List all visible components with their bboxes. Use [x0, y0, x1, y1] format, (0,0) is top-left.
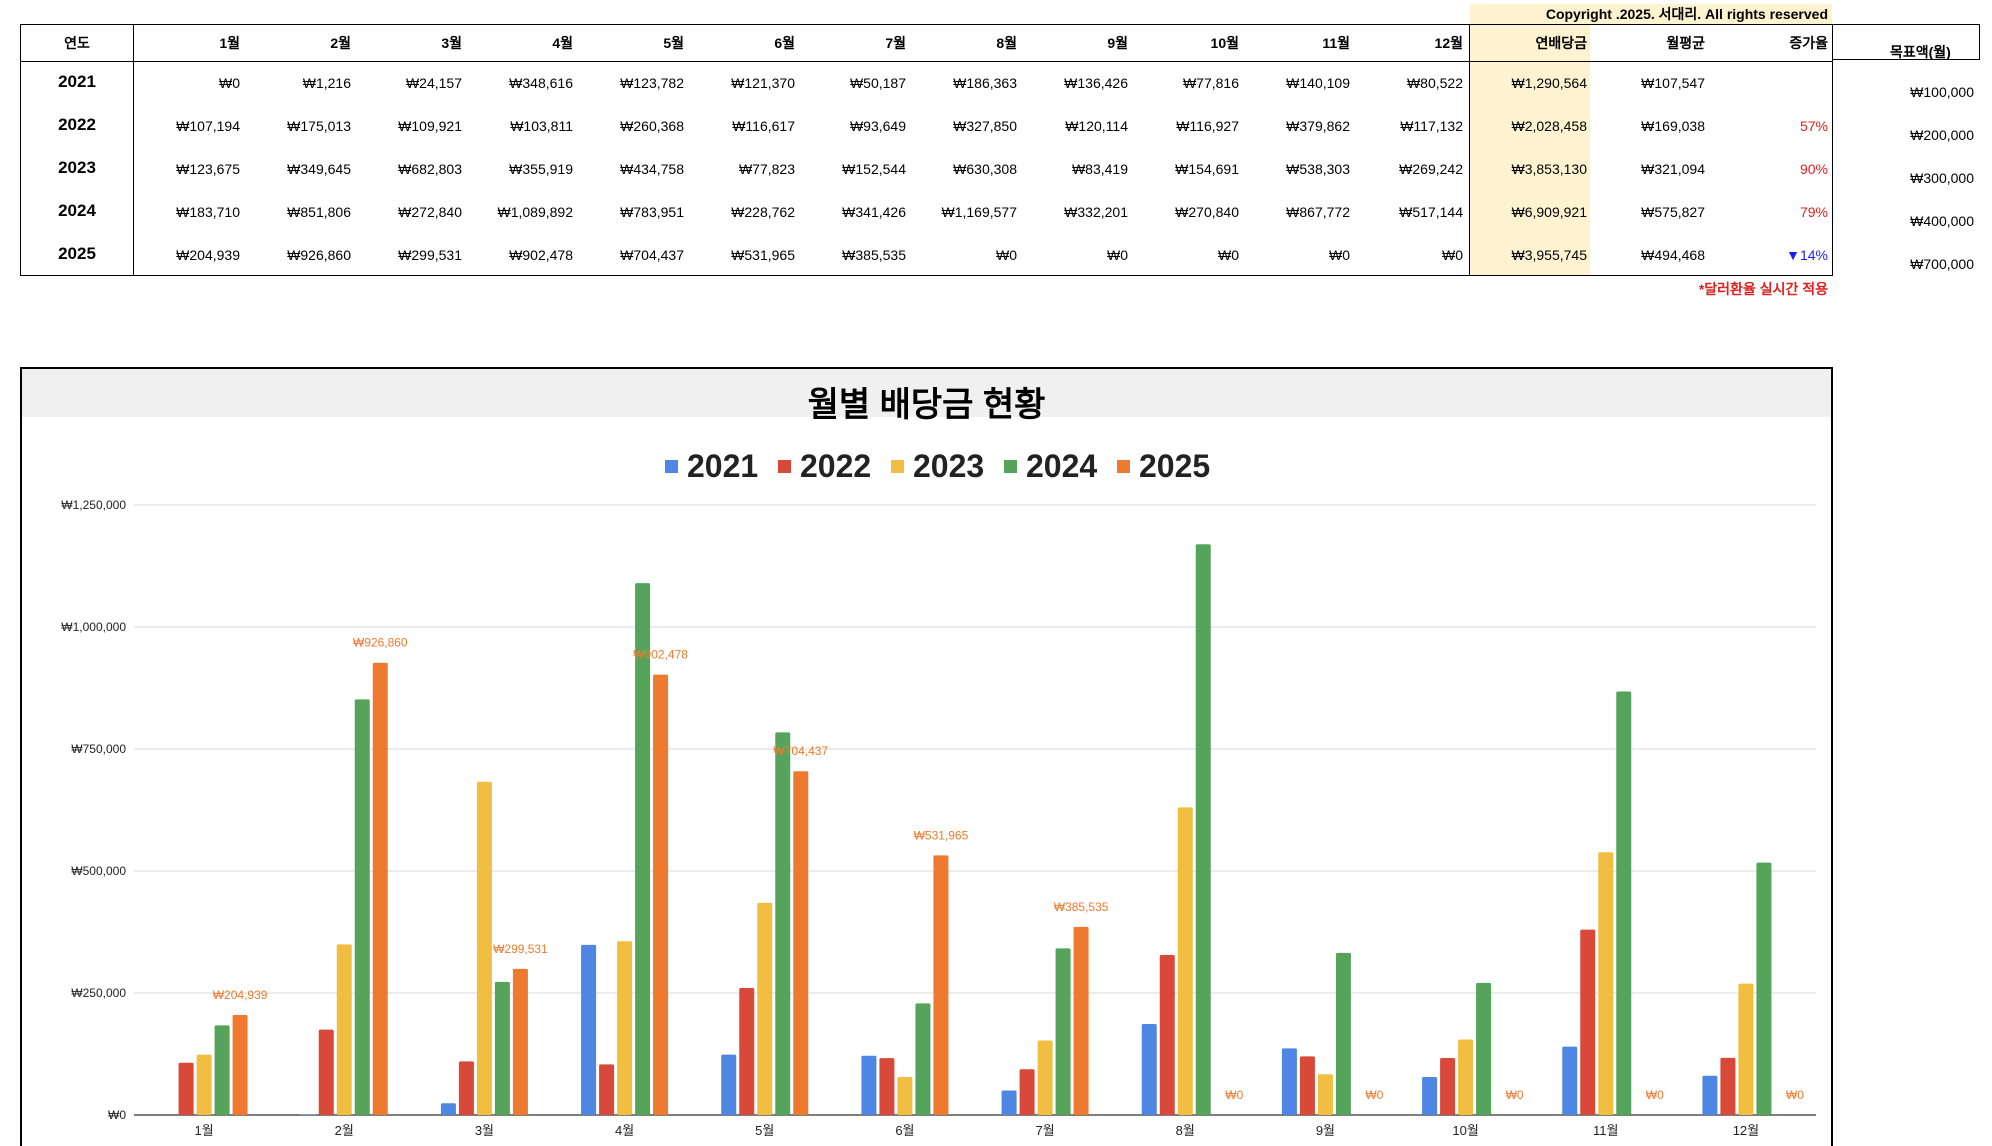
y-tick-label: ₩500,000 — [71, 864, 126, 878]
x-tick-label: 12월 — [1733, 1123, 1759, 1138]
data-label: ₩204,939 — [213, 988, 268, 1002]
y-tick-label: ₩750,000 — [71, 742, 126, 756]
bar-2024 — [1196, 544, 1211, 1115]
bar-2022 — [1440, 1058, 1455, 1115]
bar-2024 — [355, 699, 370, 1115]
legend-swatch — [891, 460, 904, 473]
bar-2022 — [879, 1058, 894, 1115]
bar-2021 — [1002, 1091, 1017, 1115]
legend-label: 2024 — [1026, 448, 1097, 484]
x-tick-label: 5월 — [755, 1123, 774, 1138]
bar-2023 — [1178, 807, 1193, 1115]
bar-2024 — [215, 1025, 230, 1115]
bar-2023 — [1738, 984, 1753, 1115]
bar-2021 — [1562, 1047, 1577, 1115]
bar-2021 — [1422, 1077, 1437, 1115]
bar-2022 — [1160, 955, 1175, 1115]
bar-2024 — [1476, 983, 1491, 1115]
data-label: ₩704,437 — [773, 744, 828, 758]
bar-2025 — [513, 969, 528, 1115]
bar-2022 — [1580, 930, 1595, 1115]
bar-2024 — [495, 982, 510, 1115]
data-label: ₩902,478 — [633, 648, 688, 662]
data-label: ₩385,535 — [1054, 900, 1109, 914]
data-label: ₩531,965 — [914, 828, 969, 842]
bar-2022 — [319, 1030, 334, 1115]
bar-2021 — [1282, 1048, 1297, 1115]
x-tick-label: 7월 — [1035, 1123, 1054, 1138]
data-label: ₩299,531 — [493, 942, 548, 956]
bar-2023 — [1318, 1074, 1333, 1115]
bar-2024 — [1336, 953, 1351, 1115]
bar-2025 — [1074, 927, 1089, 1115]
bar-2023 — [757, 903, 772, 1115]
bar-2024 — [1756, 863, 1771, 1115]
legend-swatch — [665, 460, 678, 473]
bar-2025 — [373, 663, 388, 1115]
bar-2021 — [1142, 1024, 1157, 1115]
x-tick-label: 10월 — [1452, 1123, 1478, 1138]
bar-2021 — [861, 1056, 876, 1115]
bar-2021 — [721, 1055, 736, 1115]
y-tick-label: ₩0 — [108, 1108, 126, 1122]
bar-2022 — [179, 1063, 194, 1115]
x-tick-label: 8월 — [1176, 1123, 1195, 1138]
data-label: ₩0 — [1365, 1088, 1383, 1102]
y-tick-label: ₩250,000 — [71, 986, 126, 1000]
data-label: ₩0 — [1506, 1088, 1524, 1102]
bar-2023 — [897, 1077, 912, 1115]
bar-2025 — [653, 675, 668, 1115]
data-label: ₩0 — [1786, 1088, 1804, 1102]
bar-2021 — [581, 945, 596, 1115]
bar-2022 — [459, 1061, 474, 1115]
x-tick-label: 3월 — [475, 1123, 494, 1138]
bar-2021 — [1702, 1076, 1717, 1115]
legend-label: 2023 — [913, 448, 984, 484]
legend-swatch — [778, 460, 791, 473]
bar-2023 — [337, 944, 352, 1115]
data-label: ₩0 — [1646, 1088, 1664, 1102]
bar-2024 — [1616, 692, 1631, 1115]
bar-2022 — [739, 988, 754, 1115]
bar-2022 — [1720, 1058, 1735, 1115]
bar-2023 — [477, 782, 492, 1115]
legend-label: 2025 — [1139, 448, 1210, 484]
bar-2024 — [635, 583, 650, 1115]
bar-2023 — [1458, 1040, 1473, 1115]
y-tick-label: ₩1,250,000 — [61, 498, 126, 512]
x-tick-label: 2월 — [335, 1123, 354, 1138]
bar-2023 — [1038, 1041, 1053, 1115]
legend-swatch — [1117, 460, 1130, 473]
bar-2024 — [915, 1003, 930, 1115]
data-label: ₩0 — [1225, 1088, 1243, 1102]
bar-2021 — [441, 1103, 456, 1115]
bar-2021 — [301, 1114, 316, 1115]
legend-swatch — [1004, 460, 1017, 473]
legend-label: 2022 — [800, 448, 871, 484]
x-tick-label: 1월 — [194, 1123, 213, 1138]
x-tick-label: 11월 — [1593, 1123, 1618, 1138]
bar-2022 — [599, 1064, 614, 1115]
bar-2025 — [233, 1015, 248, 1115]
bar-2023 — [1598, 852, 1613, 1115]
bar-2023 — [617, 941, 632, 1115]
bar-2023 — [197, 1055, 212, 1115]
legend-label: 2021 — [687, 448, 758, 484]
bar-2024 — [775, 732, 790, 1115]
x-tick-label: 9월 — [1316, 1123, 1335, 1138]
x-tick-label: 6월 — [895, 1123, 914, 1138]
bar-2025 — [793, 771, 808, 1115]
bar-2025 — [933, 855, 948, 1115]
y-tick-label: ₩1,000,000 — [61, 620, 126, 634]
bar-2022 — [1300, 1056, 1315, 1115]
bar-2022 — [1020, 1069, 1035, 1115]
x-tick-label: 4월 — [615, 1123, 634, 1138]
bar-2024 — [1056, 948, 1071, 1115]
data-label: ₩926,860 — [353, 636, 408, 650]
